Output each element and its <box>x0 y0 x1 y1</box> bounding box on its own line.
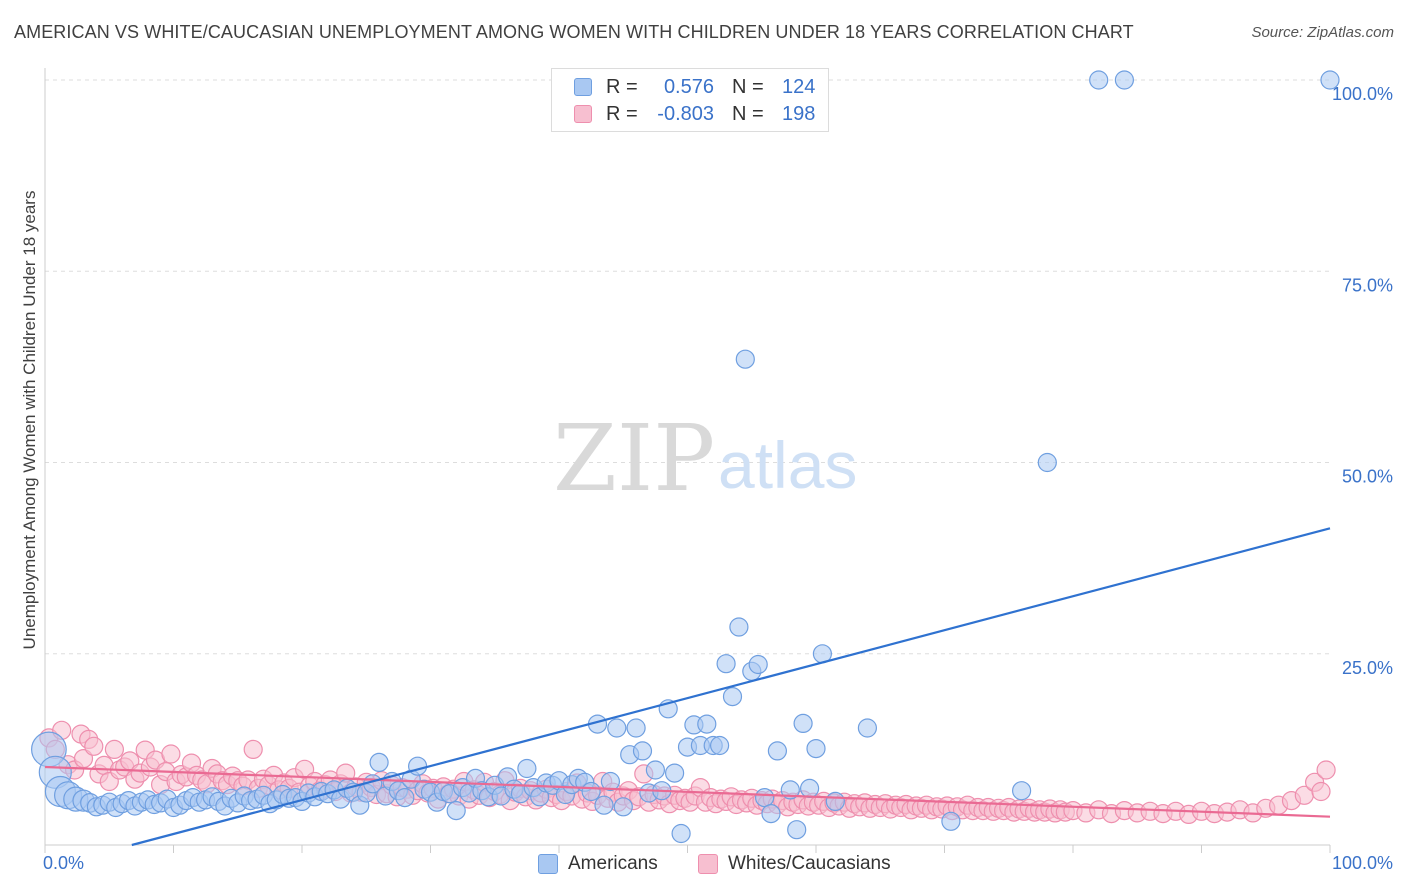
data-point <box>806 738 826 759</box>
tick-labels: 25.0% 50.0% 75.0% 100.0% 0.0% 100.0% <box>43 84 1393 873</box>
data-point <box>941 811 961 831</box>
data-point <box>632 741 653 761</box>
legend-r-label: R = <box>606 102 638 125</box>
data-point <box>664 763 685 783</box>
watermark-atlas: atlas <box>718 428 857 502</box>
data-point <box>369 752 389 773</box>
y-tick-label: 25.0% <box>1342 658 1393 678</box>
data-point <box>825 791 845 812</box>
data-point <box>517 758 537 779</box>
correlation-legend: R = 0.576 N = 124 R = -0.803 N = 198 <box>551 68 829 132</box>
watermark-zip: ZIP <box>553 405 715 512</box>
data-point <box>1089 70 1109 90</box>
x-tick-label: 100.0% <box>1332 853 1393 873</box>
data-point <box>1320 70 1340 90</box>
data-point <box>716 654 736 674</box>
data-point <box>780 780 800 800</box>
data-point <box>395 787 415 808</box>
legend-n-label: N = <box>732 75 764 98</box>
data-point <box>671 823 691 844</box>
data-point <box>754 787 775 808</box>
data-point <box>1114 70 1135 90</box>
data-point <box>767 741 788 761</box>
legend-n-value: 124 <box>782 75 816 98</box>
data-point <box>1316 760 1336 780</box>
data-point <box>104 739 125 760</box>
bottom-legend-whites: Whites/Caucasians <box>698 850 891 878</box>
data-point <box>748 654 768 675</box>
data-point <box>857 718 878 738</box>
data-point <box>581 781 601 802</box>
legend-n-value: 198 <box>782 102 816 125</box>
y-tick-label: 50.0% <box>1342 467 1393 487</box>
data-point <box>709 735 730 756</box>
data-point <box>697 714 717 734</box>
y-tick-label: 100.0% <box>1332 84 1393 104</box>
legend-r-label: R = <box>606 75 638 98</box>
data-point <box>600 771 621 792</box>
legend-r-value: 0.576 <box>663 75 714 98</box>
source-label: Source: ZipAtlas.com <box>1251 24 1394 41</box>
data-point <box>408 756 428 776</box>
data-point <box>722 686 743 707</box>
data-point <box>1011 781 1032 801</box>
legend-n-label: N = <box>732 102 764 125</box>
bottom-legend-swatch-americans <box>538 854 558 874</box>
legend-swatch-americans <box>574 78 592 96</box>
chart-title: AMERICAN VS WHITE/CAUCASIAN UNEMPLOYMENT… <box>14 22 1134 42</box>
data-point <box>446 800 466 821</box>
data-point <box>594 795 614 815</box>
bottom-legend-americans: Americans <box>538 850 658 878</box>
americans-trendline <box>131 527 1331 847</box>
data-point <box>161 744 181 764</box>
legend-row-whites: R = -0.803 N = 198 <box>574 102 815 126</box>
data-point <box>613 797 633 817</box>
data-point <box>243 739 263 760</box>
data-point <box>607 718 627 738</box>
data-point <box>793 713 813 734</box>
watermark: ZIP atlas <box>553 405 857 512</box>
whites-trendline <box>44 765 1331 818</box>
data-point <box>84 736 104 756</box>
data-point <box>787 820 807 840</box>
legend-swatch-whites <box>574 105 592 123</box>
bottom-legend-swatch-whites <box>698 854 718 874</box>
trendlines <box>44 527 1331 847</box>
grid-lines <box>45 79 1330 655</box>
legend-r-value: -0.803 <box>657 102 714 125</box>
bottom-legend-label-whites: Whites/Caucasians <box>728 853 891 874</box>
axes <box>44 68 1331 853</box>
data-point <box>645 760 666 780</box>
x-tick-label: 0.0% <box>43 853 84 873</box>
data-point <box>1037 452 1057 473</box>
data-point <box>761 803 781 824</box>
data-point <box>799 778 820 799</box>
americans-series <box>31 70 1340 844</box>
y-tick-label: 75.0% <box>1342 275 1393 295</box>
data-point <box>729 617 749 637</box>
data-point <box>626 718 646 738</box>
legend-row-americans: R = 0.576 N = 124 <box>574 75 815 99</box>
data-point <box>1311 781 1331 802</box>
bottom-legend-label-americans: Americans <box>568 853 658 874</box>
data-point <box>735 349 755 369</box>
